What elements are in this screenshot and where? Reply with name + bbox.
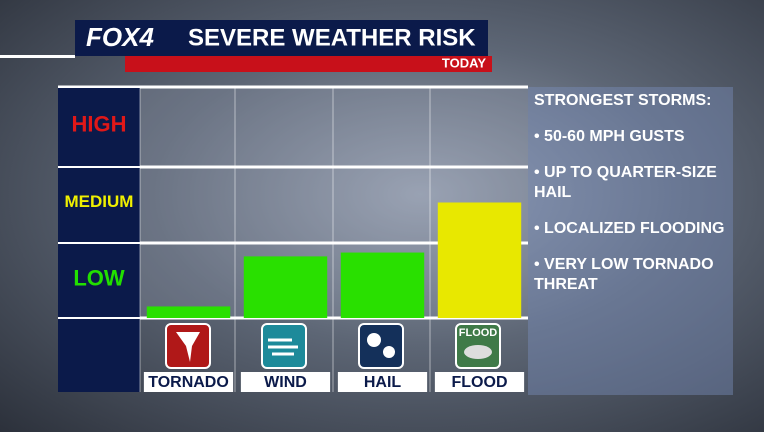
flood-icon-label: FLOOD [459, 327, 498, 339]
wind-icon-shape [268, 338, 298, 356]
chart-subtitle: TODAY [442, 55, 486, 70]
header-box [75, 20, 488, 56]
bar [437, 202, 522, 318]
sidebar-item: • UP TO QUARTER-SIZE HAIL [534, 164, 717, 201]
bar [243, 256, 328, 318]
x-tick-label: FLOOD [452, 374, 508, 391]
x-tick-label: WIND [264, 374, 307, 391]
category-strip [337, 372, 428, 392]
flood-icon-shape [464, 345, 492, 359]
category-strip [434, 372, 525, 392]
column-lines [139, 87, 431, 392]
bar [340, 252, 425, 318]
hail-icon-shape [367, 333, 381, 347]
sidebar-item: • 50-60 MPH GUSTS [534, 128, 685, 145]
sidebar: STRONGEST STORMS: • 50-60 MPH GUSTS • UP T… [528, 87, 733, 395]
label-cell [58, 319, 140, 392]
bar [146, 306, 231, 318]
subtitle-bar [125, 56, 492, 72]
category-strip [240, 372, 331, 392]
x-tick-label: HAIL [364, 374, 402, 391]
brand-logo: FOX4 [86, 22, 154, 52]
category-strip [143, 372, 234, 392]
chart-title: SEVERE WEATHER RISK [188, 24, 476, 51]
label-cell [58, 244, 140, 317]
sidebar-title: STRONGEST STORMS: [534, 92, 712, 109]
y-tick-label: HIGH [72, 111, 127, 136]
tornado-icon-shape [176, 332, 200, 362]
label-cell [58, 168, 140, 242]
y-tick-label: MEDIUM [65, 192, 134, 211]
sidebar-item: • LOCALIZED FLOODING [534, 220, 725, 237]
x-tick-label: TORNADO [148, 374, 229, 391]
sidebar-item: • VERY LOW TORNADO THREAT [534, 256, 714, 293]
hail-icon [358, 323, 404, 369]
header-line [0, 55, 75, 58]
hail-icon-shape [383, 346, 395, 358]
label-cell [58, 88, 140, 166]
y-tick-label: LOW [73, 265, 125, 290]
